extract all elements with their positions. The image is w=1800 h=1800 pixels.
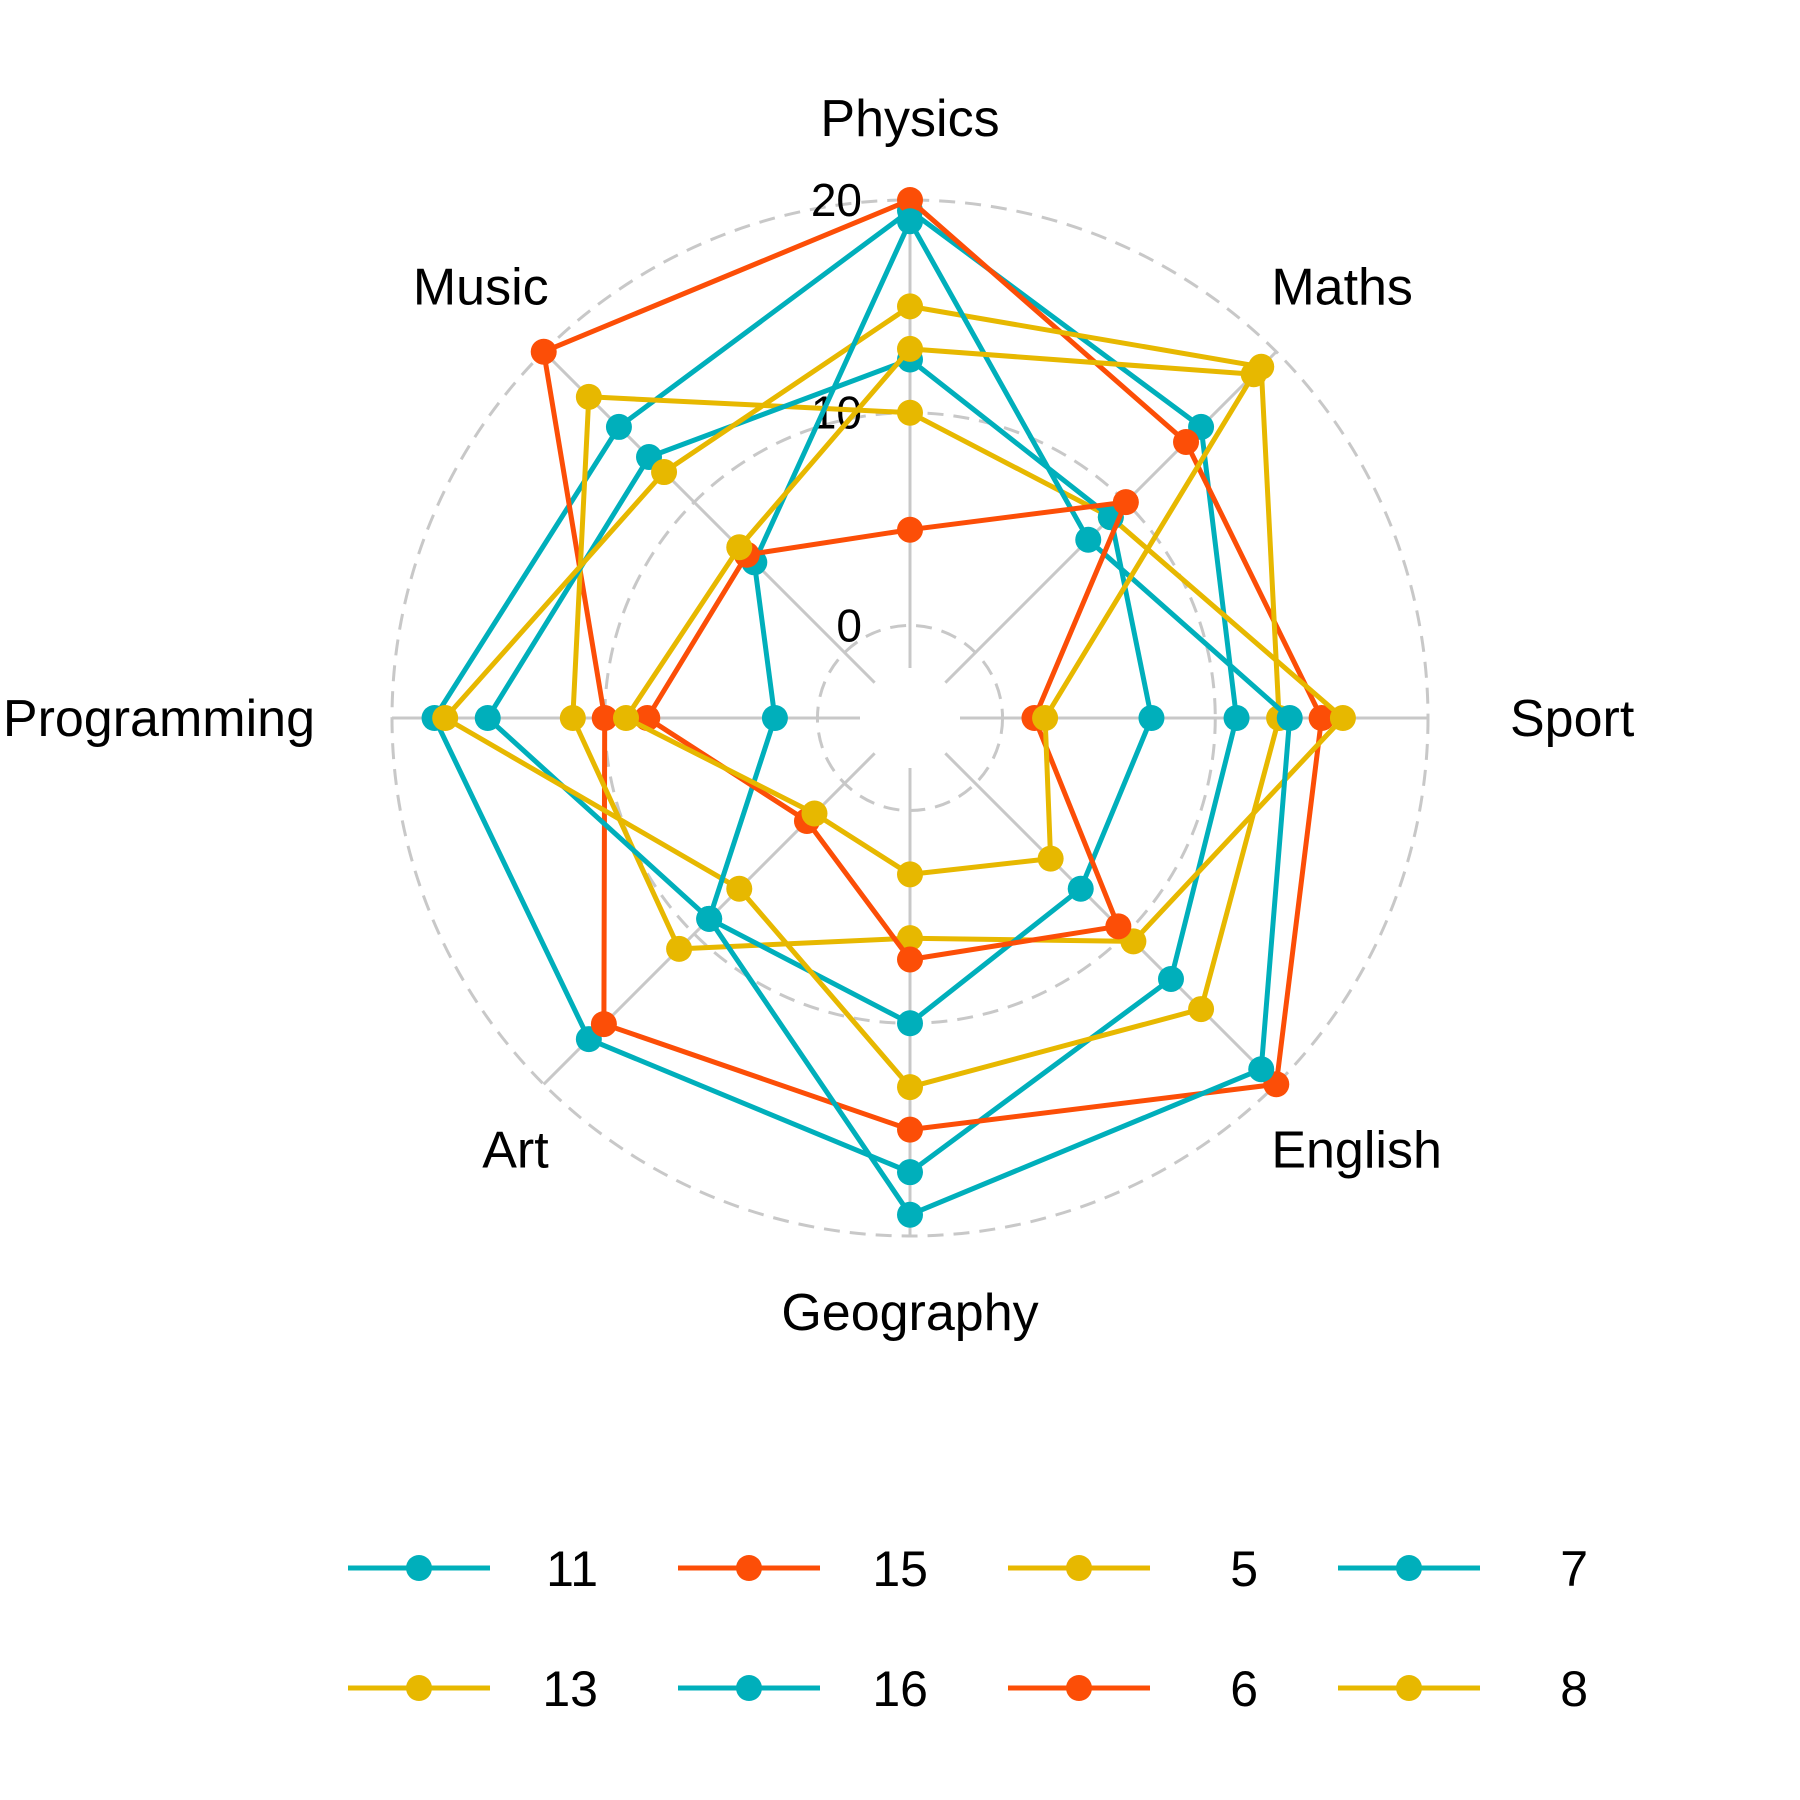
data-point-16-sport: [1276, 705, 1303, 731]
legend-label-7: 7: [1560, 1541, 1588, 1597]
spoke-music: [542, 350, 876, 684]
axis-label-english: English: [1271, 1121, 1442, 1179]
data-point-16-art: [696, 905, 723, 932]
data-point-7-programming: [474, 705, 501, 731]
data-point-15-physics: [897, 187, 923, 213]
legend-label-13: 13: [542, 1661, 598, 1717]
legend-label-16: 16: [872, 1661, 928, 1717]
data-point-11-music: [605, 413, 632, 440]
legend-marker-7: [1396, 1555, 1422, 1581]
legend-marker-15: [736, 1555, 762, 1581]
legend-marker-6: [1066, 1675, 1092, 1701]
series-line-5: [570, 394, 1346, 952]
data-point-8-sport: [1032, 705, 1059, 731]
legend-item-5: 5: [1008, 1541, 1258, 1597]
axis-labels: Physics Maths Sport English Geography Art Prog…: [3, 90, 1635, 1342]
data-point-15-programming: [591, 705, 618, 731]
data-point-13-english: [1188, 996, 1215, 1023]
series-13: [432, 293, 1293, 1101]
series-group: [421, 187, 1356, 1228]
legend-marker-5: [1066, 1555, 1092, 1581]
series-8: [613, 335, 1267, 888]
legend-item-6: 6: [1008, 1661, 1258, 1717]
gridline-circle-0: [815, 623, 1005, 813]
series-line-13: [442, 303, 1282, 1090]
tick-label-20: 20: [811, 174, 862, 226]
legend-item-16: 16: [678, 1661, 928, 1717]
axis-label-geography: Geography: [781, 1284, 1038, 1342]
data-point-6-geography: [897, 946, 923, 973]
data-point-11-geography: [897, 1159, 923, 1186]
data-point-7-english: [1067, 875, 1094, 902]
data-point-13-physics: [897, 293, 923, 320]
axis-label-physics: Physics: [820, 90, 999, 148]
data-point-8-maths: [1240, 361, 1267, 388]
data-point-5-physics: [897, 399, 923, 426]
legend-item-15: 15: [678, 1541, 928, 1597]
axis-label-programming: Programming: [3, 690, 315, 748]
legend-marker-13: [406, 1675, 432, 1701]
data-point-6-physics: [897, 516, 923, 543]
data-point-16-geography: [897, 1201, 923, 1228]
data-point-15-geography: [897, 1116, 923, 1143]
data-point-15-art: [590, 1011, 617, 1038]
data-point-8-programming: [613, 705, 639, 731]
data-point-8-english: [1037, 845, 1064, 872]
data-point-11-english: [1157, 965, 1184, 992]
data-point-15-sport: [1308, 705, 1335, 731]
data-point-13-art: [726, 875, 753, 902]
axis-label-sport: Sport: [1510, 690, 1635, 748]
data-point-8-geography: [897, 861, 923, 888]
data-point-5-programming: [559, 705, 586, 731]
data-point-15-maths: [1173, 428, 1200, 455]
data-point-16-physics: [897, 208, 923, 235]
axis-label-art: Art: [482, 1121, 549, 1179]
data-point-8-art: [801, 800, 828, 827]
legend-item-11: 11: [348, 1541, 598, 1597]
legend-item-7: 7: [1338, 1541, 1588, 1597]
series-15: [530, 187, 1335, 1143]
tick-label-0: 0: [836, 599, 862, 651]
data-point-5-music: [575, 383, 602, 410]
data-point-5-art: [666, 935, 693, 962]
data-point-6-english: [1105, 913, 1132, 940]
legend-marker-8: [1396, 1675, 1422, 1701]
data-point-7-geography: [897, 1010, 923, 1037]
data-point-5-geography: [897, 925, 923, 952]
axis-label-maths: Maths: [1271, 259, 1413, 317]
data-point-11-sport: [1223, 705, 1250, 731]
legend-label-6: 6: [1230, 1661, 1258, 1717]
gridline-circle-20: [390, 198, 1430, 1238]
legend-item-13: 13: [348, 1661, 598, 1717]
data-point-7-sport: [1138, 705, 1165, 731]
data-point-16-programming: [761, 705, 788, 731]
axis-label-music: Music: [413, 259, 549, 317]
legend-item-8: 8: [1338, 1661, 1588, 1717]
legend-marker-11: [406, 1555, 432, 1581]
legend-label-5: 5: [1230, 1541, 1258, 1597]
legend-label-15: 15: [872, 1541, 928, 1597]
legend-marker-16: [736, 1675, 762, 1701]
data-point-16-maths: [1075, 526, 1102, 553]
data-point-15-music: [530, 338, 557, 365]
data-point-16-english: [1248, 1056, 1275, 1083]
legend-label-8: 8: [1560, 1661, 1588, 1717]
data-point-13-music: [651, 459, 678, 486]
data-point-6-maths: [1112, 489, 1139, 516]
data-point-5-sport: [1329, 705, 1356, 731]
data-point-8-music: [726, 534, 753, 561]
legend-label-11: 11: [546, 1541, 598, 1597]
legend: 11 15 5 7 13 16 6 8: [348, 1541, 1588, 1717]
data-point-8-physics: [897, 335, 923, 362]
series-16: [696, 208, 1303, 1228]
data-point-13-programming: [432, 705, 459, 731]
data-point-13-geography: [897, 1074, 923, 1101]
